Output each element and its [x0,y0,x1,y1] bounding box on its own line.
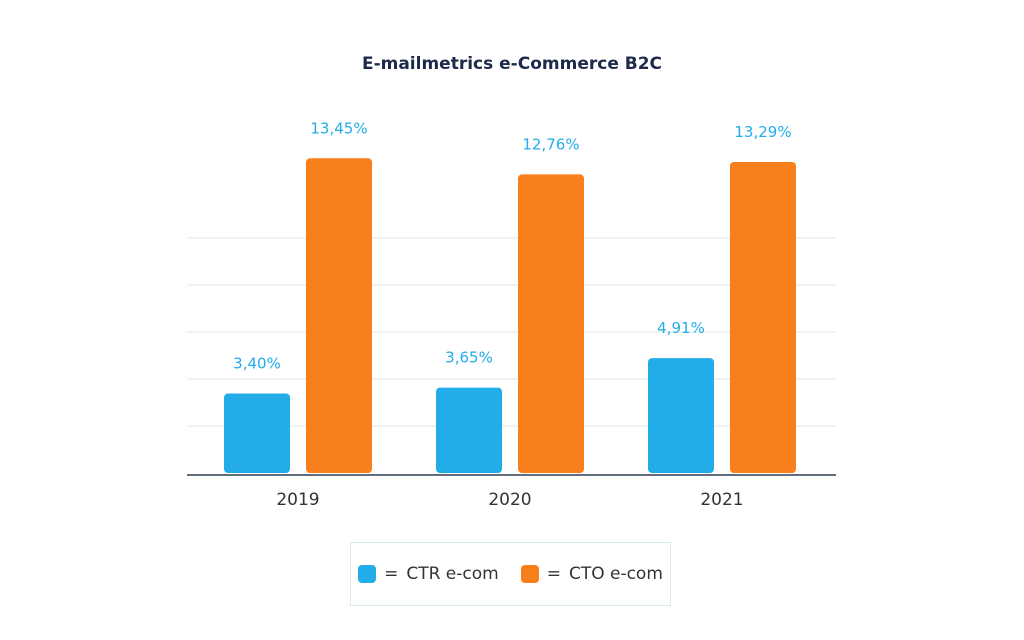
data-label-ctr-2020: 3,65% [445,349,493,367]
bar-cto-2021 [730,162,796,473]
legend-item-ctr: = CTR e-com [358,564,499,584]
data-labels: 3,40% 13,45% 3,65% 12,76% 4,91% 13,29% [233,119,791,372]
legend-item-cto: = CTO e-com [520,564,663,584]
bar-ctr-2021 [648,358,714,473]
bars [224,158,796,473]
legend-label-cto: CTO e-com [568,564,663,584]
legend-prefix: = [384,564,399,584]
x-tick-label-2021: 2021 [700,490,743,510]
legend-swatch-cto [520,565,539,583]
data-label-cto-2020: 12,76% [522,135,579,153]
bar-ctr-2020 [436,387,502,473]
legend-swatch-ctr [358,565,377,583]
bar-ctr-2019 [224,393,290,473]
legend-label-ctr: CTR e-com [406,564,499,584]
bar-cto-2019 [306,158,372,473]
data-label-cto-2019: 13,45% [310,119,367,137]
data-label-ctr-2019: 3,40% [233,354,281,372]
data-label-cto-2021: 13,29% [734,123,791,141]
x-axis-tick-labels: 2019 2020 2021 [276,490,743,510]
bar-cto-2020 [518,174,584,473]
chart-title: E-mailmetrics e-Commerce B2C [362,54,662,74]
x-tick-label-2020: 2020 [488,490,531,510]
legend: = CTR e-com = CTO e-com [350,542,671,606]
legend-prefix: = [546,564,561,584]
x-tick-label-2019: 2019 [276,490,319,510]
data-label-ctr-2021: 4,91% [657,319,705,337]
gridlines [187,237,836,427]
